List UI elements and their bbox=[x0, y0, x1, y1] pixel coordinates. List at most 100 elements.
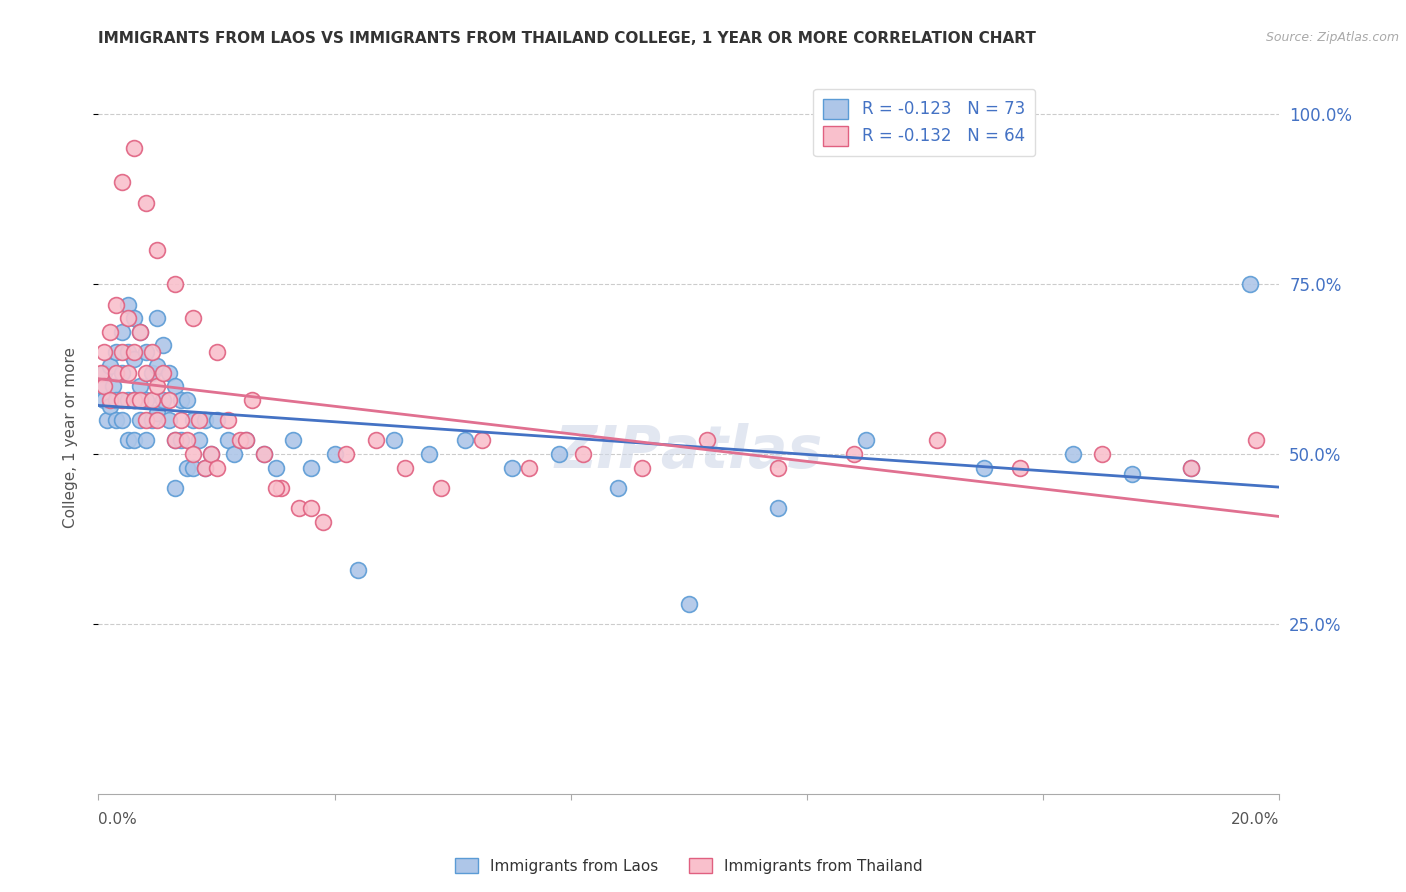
Point bbox=[1244, 434, 1267, 448]
Point bbox=[98, 392, 121, 407]
Point bbox=[519, 460, 541, 475]
Point bbox=[382, 434, 405, 448]
Point bbox=[194, 413, 217, 427]
Point bbox=[430, 481, 453, 495]
Text: ZIP​atlas: ZIP​atlas bbox=[555, 423, 823, 480]
Point bbox=[122, 311, 145, 326]
Point bbox=[146, 413, 169, 427]
Point bbox=[418, 447, 440, 461]
Point bbox=[217, 413, 239, 427]
Point bbox=[111, 392, 134, 407]
Point bbox=[264, 481, 287, 495]
Point bbox=[170, 392, 193, 407]
Point bbox=[1008, 460, 1031, 475]
Point bbox=[181, 311, 204, 326]
Point bbox=[1180, 460, 1202, 475]
Point bbox=[253, 447, 276, 461]
Point bbox=[165, 481, 187, 495]
Text: 20.0%: 20.0% bbox=[1232, 812, 1279, 827]
Text: IMMIGRANTS FROM LAOS VS IMMIGRANTS FROM THAILAND COLLEGE, 1 YEAR OR MORE CORRELA: IMMIGRANTS FROM LAOS VS IMMIGRANTS FROM … bbox=[98, 31, 1036, 46]
Text: 0.0%: 0.0% bbox=[98, 812, 138, 827]
Point bbox=[194, 460, 217, 475]
Point bbox=[181, 413, 204, 427]
Point bbox=[141, 413, 163, 427]
Point bbox=[200, 447, 222, 461]
Point bbox=[187, 413, 209, 427]
Point bbox=[170, 413, 193, 427]
Point bbox=[224, 447, 246, 461]
Point bbox=[176, 434, 198, 448]
Point bbox=[117, 366, 139, 380]
Point bbox=[194, 460, 217, 475]
Point bbox=[253, 447, 276, 461]
Point bbox=[453, 434, 475, 448]
Point bbox=[122, 141, 145, 155]
Point bbox=[299, 460, 322, 475]
Point bbox=[122, 351, 145, 366]
Point bbox=[90, 379, 112, 393]
Point bbox=[141, 345, 163, 359]
Point bbox=[165, 379, 187, 393]
Point bbox=[135, 345, 157, 359]
Point bbox=[117, 434, 139, 448]
Point bbox=[165, 434, 187, 448]
Point bbox=[205, 413, 228, 427]
Point bbox=[93, 392, 115, 407]
Point bbox=[696, 434, 718, 448]
Point bbox=[105, 345, 128, 359]
Point bbox=[283, 434, 305, 448]
Point bbox=[973, 460, 995, 475]
Point bbox=[98, 359, 121, 373]
Point bbox=[571, 447, 593, 461]
Point bbox=[925, 434, 948, 448]
Point bbox=[105, 366, 128, 380]
Point bbox=[122, 392, 145, 407]
Point bbox=[766, 460, 789, 475]
Point bbox=[364, 434, 387, 448]
Point bbox=[394, 460, 416, 475]
Point bbox=[844, 447, 866, 461]
Legend: Immigrants from Laos, Immigrants from Thailand: Immigrants from Laos, Immigrants from Th… bbox=[449, 852, 929, 880]
Point bbox=[1180, 460, 1202, 475]
Point bbox=[187, 434, 209, 448]
Point bbox=[135, 195, 157, 210]
Point bbox=[103, 379, 125, 393]
Point bbox=[501, 460, 523, 475]
Point bbox=[157, 366, 180, 380]
Point bbox=[766, 501, 789, 516]
Point bbox=[335, 447, 357, 461]
Point bbox=[98, 325, 121, 339]
Point bbox=[855, 434, 877, 448]
Legend: R = -0.123   N = 73, R = -0.132   N = 64: R = -0.123 N = 73, R = -0.132 N = 64 bbox=[813, 88, 1035, 156]
Point bbox=[105, 392, 128, 407]
Point bbox=[264, 460, 287, 475]
Point bbox=[181, 447, 204, 461]
Point bbox=[135, 392, 157, 407]
Point bbox=[128, 325, 150, 339]
Point bbox=[117, 297, 139, 311]
Point bbox=[288, 501, 311, 516]
Point bbox=[96, 413, 118, 427]
Point bbox=[122, 345, 145, 359]
Point bbox=[128, 392, 150, 407]
Point bbox=[90, 366, 112, 380]
Point bbox=[98, 400, 121, 414]
Point bbox=[128, 413, 150, 427]
Point bbox=[157, 413, 180, 427]
Point bbox=[165, 434, 187, 448]
Point bbox=[117, 392, 139, 407]
Point bbox=[548, 447, 571, 461]
Point bbox=[170, 434, 193, 448]
Y-axis label: College, 1 year or more: College, 1 year or more bbox=[63, 347, 77, 527]
Point bbox=[111, 175, 134, 189]
Point bbox=[117, 345, 139, 359]
Point bbox=[181, 460, 204, 475]
Point bbox=[146, 243, 169, 257]
Point bbox=[471, 434, 494, 448]
Point bbox=[135, 434, 157, 448]
Point bbox=[1091, 447, 1114, 461]
Point bbox=[312, 515, 335, 529]
Point bbox=[105, 413, 128, 427]
Point bbox=[200, 447, 222, 461]
Point bbox=[323, 447, 346, 461]
